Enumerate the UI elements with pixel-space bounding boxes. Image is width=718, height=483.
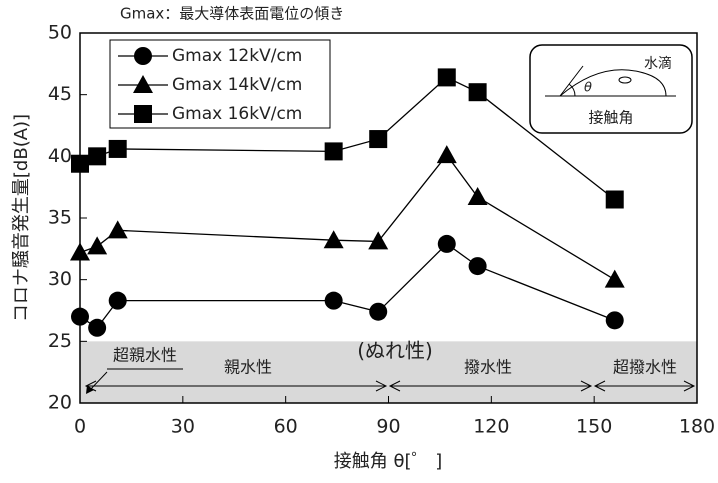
chart-title: Gmax：最大導体表面電位の傾き <box>120 5 344 23</box>
marker <box>604 269 625 288</box>
legend-marker <box>134 47 152 65</box>
y-tick-label: 50 <box>48 22 72 44</box>
marker <box>437 234 456 253</box>
marker <box>107 220 128 239</box>
y-tick-label: 40 <box>48 145 72 167</box>
inset: 水滴 θ 接触角 <box>529 44 693 134</box>
marker <box>108 291 127 310</box>
range-arrows <box>84 380 696 392</box>
marker <box>436 145 457 164</box>
x-tick-label: 120 <box>473 416 509 438</box>
shaded-band <box>80 341 697 403</box>
inset-text: 接触角 <box>588 109 633 127</box>
x-tick-label: 180 <box>679 416 715 438</box>
marker <box>468 83 487 102</box>
series-line <box>79 154 616 281</box>
marker <box>468 257 487 276</box>
tangent <box>559 65 584 97</box>
angle-arc <box>568 83 576 97</box>
marker <box>369 302 388 321</box>
legend-marker <box>133 75 153 93</box>
x-tick-label: 60 <box>274 416 298 438</box>
marker <box>369 130 388 149</box>
marker <box>88 318 107 337</box>
x-tick-label: 0 <box>74 416 86 438</box>
inset-text: θ <box>584 81 592 96</box>
legend-label: Gmax 16kV/cm <box>172 104 302 124</box>
marker <box>88 147 107 166</box>
x-tick-label: 30 <box>171 416 195 438</box>
series-line <box>79 243 615 329</box>
marker <box>437 68 456 87</box>
marker <box>108 139 127 158</box>
annotation: 超撥水性 <box>613 358 677 377</box>
y-tick-label: 20 <box>48 392 72 414</box>
marker <box>368 231 389 250</box>
marker <box>467 187 488 206</box>
y-tick-label: 45 <box>48 83 72 105</box>
y-tick-label: 35 <box>48 207 72 229</box>
annotations: (ぬれ性) 超親水性 親水性 撥水性 超撥水性 <box>84 339 696 394</box>
inset-box <box>529 44 693 134</box>
x-tick-label: 150 <box>576 416 612 438</box>
inset-text: 水滴 <box>644 55 672 72</box>
bubble <box>618 76 632 84</box>
legend-label: Gmax 14kV/cm <box>172 75 302 95</box>
legend-marker <box>134 105 152 123</box>
droplet <box>559 69 667 97</box>
annotation: 親水性 <box>224 358 272 377</box>
legend: Gmax 12kV/cm Gmax 14kV/cm Gmax 16kV/cm <box>109 39 331 129</box>
annotation: (ぬれ性) <box>357 339 433 363</box>
marker <box>87 236 108 255</box>
y-axis-label: コロナ騒音発生量[dB(A)] <box>11 114 32 322</box>
marker <box>605 190 624 209</box>
annotation: 超親水性 <box>113 346 177 365</box>
marker <box>324 142 343 161</box>
x-tick-label: 90 <box>376 416 400 438</box>
y-tick-label: 30 <box>48 268 72 290</box>
marker <box>605 311 624 330</box>
marker <box>323 230 344 249</box>
legend-label: Gmax 12kV/cm <box>172 46 302 66</box>
x-axis-label: 接触角 θ[゜ ] <box>334 451 443 472</box>
annotation: 撥水性 <box>464 358 512 377</box>
y-tick-label: 25 <box>48 330 72 352</box>
marker <box>324 291 343 310</box>
arrow <box>88 371 108 392</box>
